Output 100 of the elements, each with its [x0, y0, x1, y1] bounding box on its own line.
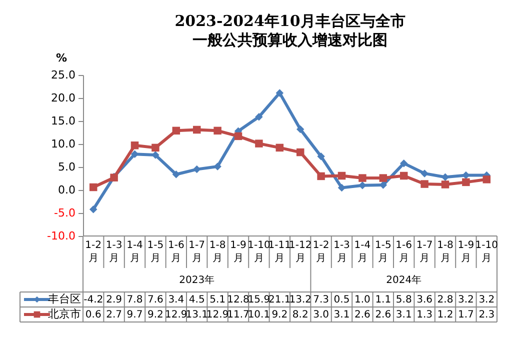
- point: [234, 132, 242, 140]
- x-tick-label: 1-3月: [106, 240, 122, 264]
- x-tick-label: 1-12月: [289, 240, 312, 264]
- data-label: 2.3: [478, 310, 495, 320]
- x-tick-label: 1-8月: [437, 240, 454, 264]
- data-label: 21.1: [268, 294, 291, 306]
- point: [317, 152, 325, 160]
- data-label: 3.4: [168, 294, 184, 306]
- x-tick-label: 1-5月: [147, 240, 164, 264]
- point: [400, 172, 408, 180]
- data-label: 3.2: [478, 294, 495, 306]
- x-tick-label: 1-10月: [248, 240, 270, 264]
- data-label: 7.6: [147, 294, 164, 306]
- data-label: 13.1: [186, 310, 208, 320]
- point: [296, 148, 304, 156]
- data-label: 12.9: [165, 310, 188, 320]
- y-tick-label: 10.0: [51, 138, 76, 150]
- data-label: 1.1: [375, 294, 392, 306]
- point: [276, 89, 284, 97]
- point: [255, 140, 263, 148]
- data-label: 12.8: [227, 294, 250, 306]
- point: [255, 112, 263, 121]
- point: [152, 144, 160, 152]
- data-label: 3.0: [313, 310, 330, 320]
- y-axis-title: %: [56, 52, 68, 64]
- point: [379, 174, 388, 182]
- data-label: 15.9: [248, 294, 270, 306]
- x-tick-label: 1-4月: [126, 240, 143, 264]
- data-label: 2.6: [375, 310, 392, 320]
- point: [420, 170, 428, 178]
- point: [317, 172, 325, 180]
- chart-title: 2023-2024年10月丰台区与全市一般公共预算收入增速对比图: [174, 12, 406, 49]
- point: [482, 176, 491, 184]
- data-label: 5.8: [396, 294, 412, 306]
- data-label: 0.6: [85, 310, 102, 320]
- point: [214, 162, 222, 170]
- data-label: 2.6: [354, 310, 370, 320]
- data-label: -4.2: [84, 294, 104, 306]
- legend-label: 丰台区: [48, 292, 81, 306]
- point: [338, 184, 346, 192]
- data-label: 0.5: [334, 294, 350, 306]
- legend-label: 北京市: [48, 308, 81, 320]
- x-tick-label: 1-10月: [475, 240, 498, 264]
- point: [400, 159, 408, 168]
- data-label: 3.6: [416, 294, 433, 306]
- x-tick-label: 1-9月: [230, 240, 246, 264]
- point: [276, 144, 284, 152]
- data-label: 1.7: [458, 310, 474, 320]
- data-label: 9.2: [147, 310, 164, 320]
- data-label: 8.2: [292, 310, 308, 320]
- point: [192, 165, 201, 174]
- point: [89, 183, 98, 192]
- x-tick-label: 1-8月: [209, 240, 226, 264]
- data-label: 2.9: [106, 294, 122, 306]
- point: [130, 142, 139, 150]
- y-tick-label: -5.0: [54, 206, 76, 220]
- x-tick-label: 1-11月: [268, 240, 291, 264]
- text: 2024年: [386, 274, 422, 286]
- point: [172, 170, 180, 178]
- data-label: 7.8: [126, 294, 143, 306]
- data-label: 13.2: [289, 294, 312, 306]
- point: [420, 180, 428, 188]
- data-label: 3.1: [396, 310, 412, 320]
- data-label: 4.5: [188, 294, 205, 306]
- point: [89, 205, 98, 214]
- point: [441, 173, 450, 181]
- data-label: 2.8: [437, 294, 454, 306]
- y-tick-label: 5.0: [58, 160, 76, 174]
- data-label: 1.2: [437, 310, 454, 320]
- data-label: 12.9: [206, 310, 229, 320]
- x-tick-label: 1-5月: [374, 240, 392, 264]
- data-label: 1.0: [354, 294, 370, 306]
- data-label: 5.1: [210, 294, 226, 306]
- data-label: 11.7: [227, 310, 250, 320]
- data-label: 3.1: [334, 310, 350, 320]
- point: [296, 125, 304, 134]
- x-tick-label: 1-7月: [188, 240, 206, 264]
- data-label: 7.3: [313, 294, 330, 306]
- point: [152, 151, 160, 159]
- y-tick-label: 15.0: [51, 114, 76, 128]
- x-tick-label: 1-7月: [416, 240, 433, 264]
- point: [192, 126, 201, 134]
- data-label: 1.3: [416, 310, 433, 320]
- point: [172, 126, 180, 135]
- x-tick-label: 1-2月: [85, 240, 102, 264]
- data-label: 9.7: [126, 310, 143, 320]
- x-tick-label: 1-2月: [312, 240, 330, 264]
- data-label: 9.2: [272, 310, 288, 320]
- data-label: 2.7: [106, 310, 122, 320]
- y-tick-label: 0.0: [58, 184, 76, 196]
- x-tick-label: 1-3月: [334, 240, 350, 264]
- x-tick-label: 1-4月: [354, 240, 371, 264]
- y-tick-label: 20.0: [51, 92, 76, 104]
- point: [338, 172, 346, 180]
- x-tick-label: 1-9月: [458, 240, 474, 264]
- point: [214, 126, 222, 135]
- y-tick-label: 25.0: [51, 68, 76, 82]
- data-label: 10.1: [248, 310, 270, 320]
- point: [358, 174, 366, 182]
- x-tick-label: 1-6月: [168, 240, 184, 264]
